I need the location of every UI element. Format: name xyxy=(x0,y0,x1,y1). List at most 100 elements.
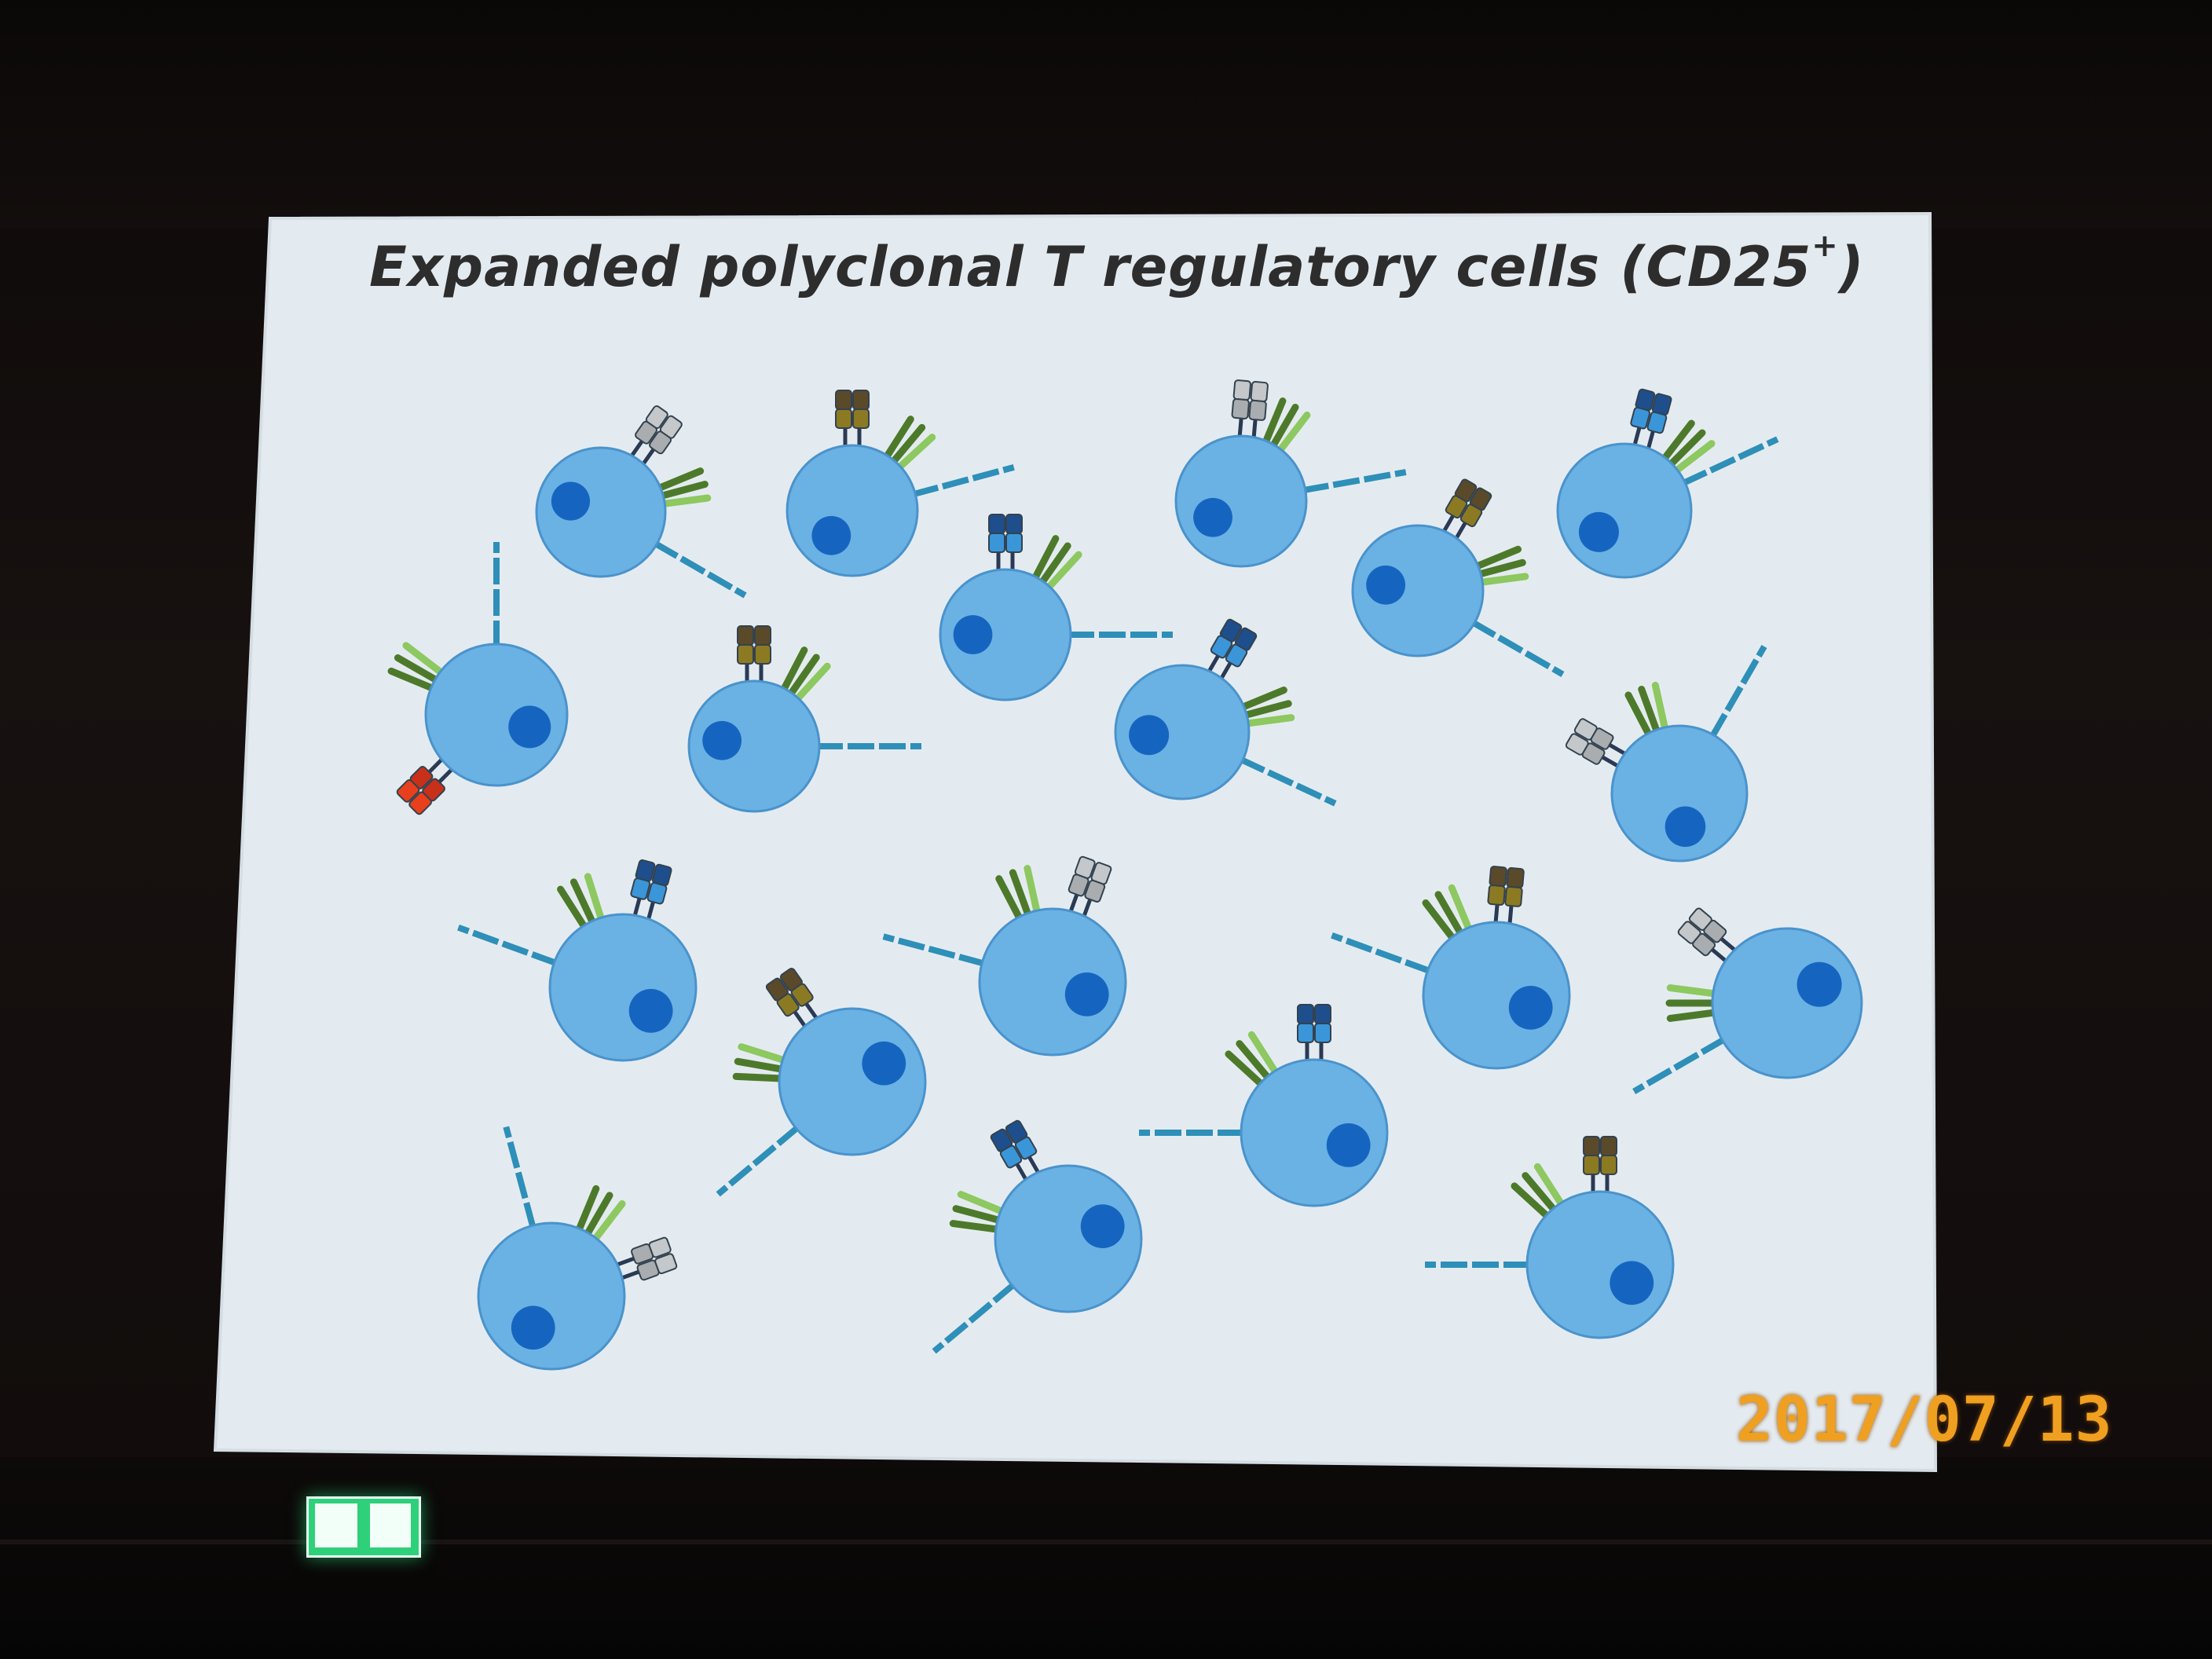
receptor-domain xyxy=(1600,1155,1617,1175)
receptor-domain xyxy=(1014,1136,1038,1160)
leaf-receptor xyxy=(890,423,926,464)
cell xyxy=(457,859,698,1062)
receptor-stalk xyxy=(646,901,655,920)
chain-receptor xyxy=(1238,756,1337,807)
cell-nucleus xyxy=(1578,511,1619,552)
receptor-domain xyxy=(835,408,852,429)
receptor-stalk xyxy=(1015,1163,1027,1181)
leaf-receptor xyxy=(1236,1040,1271,1081)
leaf-receptor xyxy=(1225,1050,1264,1087)
receptor-domain xyxy=(422,778,445,802)
camera-date-stamp: 2017/07/13 xyxy=(1736,1385,2113,1456)
receptor-domain xyxy=(1489,866,1507,888)
receptor-stalk xyxy=(427,758,443,774)
receptor-stalk xyxy=(1632,427,1642,445)
chain-receptor xyxy=(457,924,558,967)
cell-nucleus xyxy=(953,615,993,654)
leaf-receptor xyxy=(1651,681,1668,731)
cell xyxy=(939,514,1173,701)
receptor-stalk xyxy=(1082,899,1093,917)
cell-body xyxy=(778,1007,927,1156)
receptor-domain xyxy=(635,420,658,445)
leaf-receptor xyxy=(1434,891,1463,936)
receptor-domain xyxy=(1248,399,1267,421)
receptor-domain xyxy=(835,390,852,410)
receptor-domain xyxy=(1445,495,1468,519)
receptor-domain xyxy=(776,993,800,1017)
chain-receptor xyxy=(1680,436,1779,487)
receptor-stalk xyxy=(1601,755,1619,767)
receptor-domain xyxy=(1314,1023,1331,1043)
cell-nucleus xyxy=(1326,1123,1371,1167)
exit-running-figure-icon xyxy=(370,1503,411,1547)
leaf-receptor xyxy=(952,1205,1002,1224)
cell-body xyxy=(1610,724,1749,862)
receptor-stalk xyxy=(1455,522,1467,539)
receptor-stalk xyxy=(1220,661,1232,679)
receptor-domain xyxy=(1297,1023,1314,1043)
receptor-domain xyxy=(1084,879,1106,903)
cell-body xyxy=(1556,442,1693,579)
receptor-stalk xyxy=(1069,894,1079,912)
cells-layer xyxy=(387,379,1863,1371)
receptor-stalk xyxy=(1608,743,1626,756)
leaf-receptor xyxy=(1668,429,1706,467)
leaf-receptor xyxy=(1666,984,1717,998)
slide-title: Expanded polyclonal T regulatory cells (… xyxy=(369,228,1864,299)
cell-nucleus xyxy=(1366,565,1406,605)
chain-receptor xyxy=(932,1281,1017,1354)
chain-receptor xyxy=(503,1126,537,1230)
cell-body xyxy=(786,444,919,577)
cell-nucleus xyxy=(702,720,742,760)
receptor-domain xyxy=(630,877,651,900)
cell-nucleus xyxy=(811,515,851,555)
receptor-domain xyxy=(1692,932,1716,957)
stage-edge xyxy=(0,1540,2212,1544)
receptor-stalk xyxy=(1442,515,1455,532)
leaf-receptor xyxy=(995,875,1023,921)
receptor-domain xyxy=(852,408,870,429)
receptor-domain xyxy=(1225,643,1248,668)
receptor-domain xyxy=(1297,1004,1314,1024)
leaf-receptor xyxy=(780,646,808,692)
receptor-domain xyxy=(737,625,754,646)
cell-nucleus xyxy=(1080,1204,1125,1248)
cell-nucleus xyxy=(511,1306,555,1350)
cell-nucleus xyxy=(1664,806,1706,848)
cell-nucleus xyxy=(1508,986,1553,1030)
cell-body xyxy=(535,446,667,578)
cell-nucleus xyxy=(551,482,591,521)
receptor-domain xyxy=(754,625,771,646)
cell xyxy=(932,1119,1143,1354)
cell-body xyxy=(1351,524,1485,657)
receptor-domain xyxy=(649,430,672,455)
cell-body xyxy=(939,568,1072,701)
receptor-domain xyxy=(1487,884,1506,906)
leaf-receptor xyxy=(1422,899,1456,941)
dark-wall-top xyxy=(0,0,2212,228)
receptor-domain xyxy=(1590,727,1614,750)
receptor-domain xyxy=(1068,873,1090,897)
leaf-receptor xyxy=(387,667,435,691)
receptor-domain xyxy=(1703,919,1727,943)
receptor-domain xyxy=(409,766,434,789)
cell xyxy=(786,390,1015,577)
cell-body xyxy=(994,1164,1143,1313)
receptor-domain xyxy=(1459,504,1483,528)
leaf-receptor xyxy=(1638,686,1661,734)
leaf-receptor xyxy=(659,481,709,500)
receptor-domain xyxy=(1250,381,1269,402)
leaf-receptor xyxy=(402,642,445,676)
cell-body xyxy=(548,913,698,1062)
exit-arrow-icon xyxy=(315,1503,357,1547)
leaf-receptor xyxy=(1009,869,1031,917)
cell xyxy=(1174,379,1407,568)
leaf-receptor xyxy=(1031,535,1060,580)
leaf-receptor xyxy=(584,1192,613,1236)
receptor-domain xyxy=(988,533,1005,553)
cell-nucleus xyxy=(508,705,551,749)
leaf-receptor xyxy=(592,1200,626,1242)
cell xyxy=(882,855,1127,1057)
leaf-receptor xyxy=(1478,573,1529,586)
leaf-receptor xyxy=(896,434,936,471)
